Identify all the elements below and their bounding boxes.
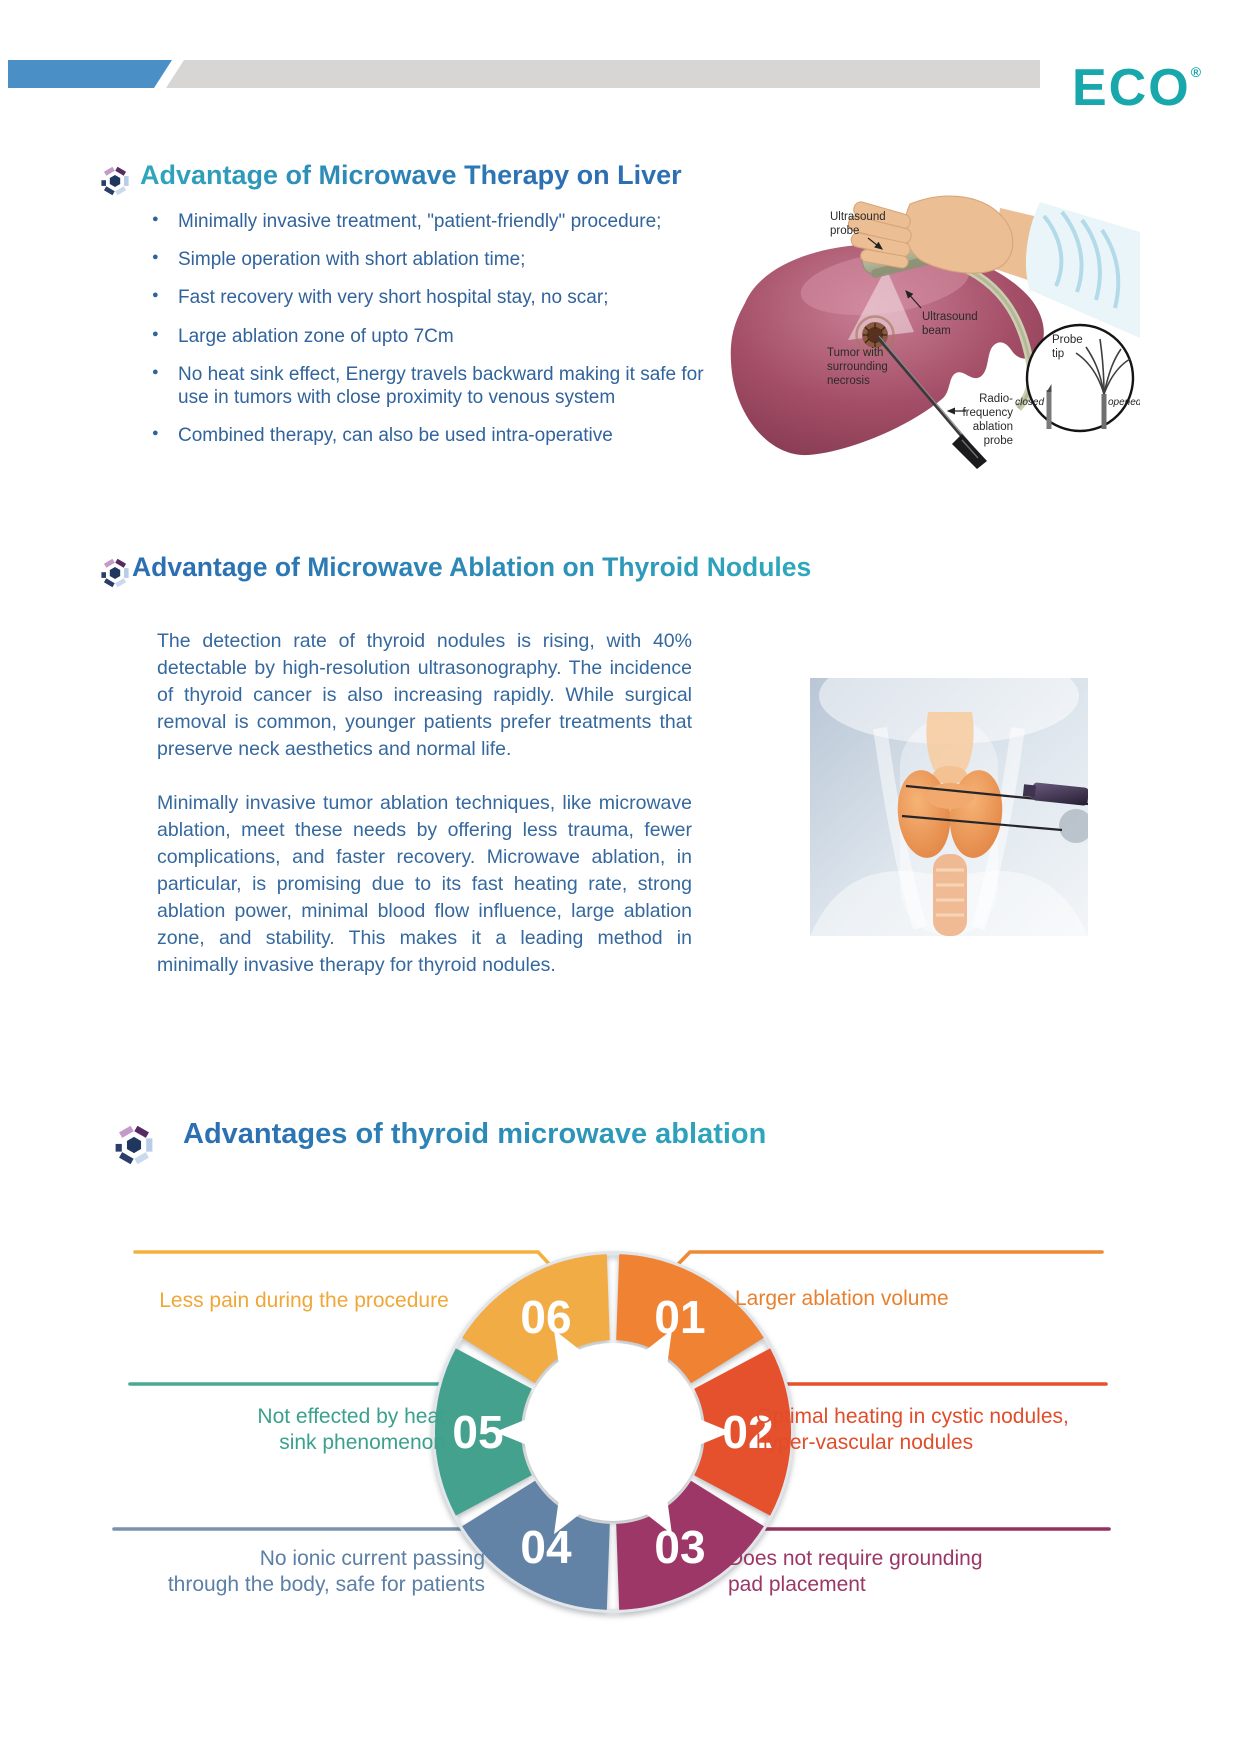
eco-logo: ECO® (1072, 44, 1212, 116)
liver-bullet-item: Simple operation with short ablation tim… (150, 248, 715, 271)
advantage-label-03: Does not require grounding pad placement (728, 1547, 983, 1596)
liver-bullet-item: No heat sink effect, Energy travels back… (150, 363, 718, 409)
advantage-label-04: No ionic current passing through the bod… (167, 1547, 485, 1596)
liver-bullet-item: Combined therapy, can also be used intra… (150, 424, 715, 447)
svg-text:beam: beam (922, 325, 951, 337)
header-stripes (8, 60, 1040, 88)
wedge-05 (434, 1348, 532, 1516)
ablation-needle (877, 335, 987, 469)
wheel-numbers: 01 02 03 04 05 06 (452, 1291, 773, 1573)
wheel-number-06: 06 (520, 1291, 571, 1343)
thyroid-paragraph-2: Minimally invasive tumor ablation techni… (157, 792, 692, 976)
eco-logo-text: ECO (1072, 59, 1191, 117)
advantage-label-05: Not effected by heat sink phenomenon (257, 1405, 445, 1454)
svg-text:frequency: frequency (962, 407, 1013, 419)
registered-trademark: ® (1190, 64, 1202, 80)
section-thyroid-icon (98, 556, 132, 590)
label-ultrasound-beam: Ultrasound (922, 311, 978, 323)
wheel-number-03: 03 (654, 1521, 705, 1573)
label-probe-tip: Probe (1052, 334, 1083, 346)
liver-illustration: Ultrasound probe Ultrasound beam Tumor w… (730, 195, 1140, 469)
liver-bullet-item: Minimally invasive treatment, "patient-f… (150, 210, 715, 233)
center-starburst (495, 1329, 731, 1535)
ultrasound-cable (940, 256, 1036, 411)
section-liver-title: Advantage of Microwave Therapy on Liver (140, 160, 682, 190)
svg-text:ablation: ablation (973, 421, 1013, 433)
wedge-03 (616, 1480, 764, 1610)
label-tumor: Tumor with (827, 347, 883, 359)
label-closed: closed (1015, 397, 1044, 408)
label-rf-probe: Radio- (979, 393, 1013, 405)
svg-text:probe: probe (830, 225, 859, 237)
header-stripe-blue (8, 60, 172, 88)
svg-text:surrounding: surrounding (827, 361, 888, 373)
probe-tip-inset: Probe tip closed opened (1015, 323, 1140, 433)
section-liver-icon (98, 164, 132, 198)
svg-text:probe: probe (984, 435, 1013, 447)
thyroid-illustration (810, 678, 1088, 936)
wedge-04 (462, 1480, 610, 1610)
wedge-01 (616, 1254, 764, 1384)
advantage-label-02: Optimal heating in cystic nodules, hyper… (756, 1405, 1069, 1454)
needle-handle (1022, 782, 1088, 806)
sleeve (1025, 202, 1140, 338)
section-advantages-title: Advantages of thyroid microwave ablation (183, 1118, 767, 1150)
wheel-number-04: 04 (520, 1521, 572, 1573)
wheel-number-02: 02 (722, 1406, 773, 1458)
wedge-06 (462, 1254, 610, 1384)
liver-bullet-list: Minimally invasive treatment, "patient-f… (150, 210, 715, 462)
ablation-needles (901, 782, 1088, 843)
section-thyroid-title: Advantage of Microwave Ablation on Thyro… (132, 552, 812, 582)
wheel-number-01: 01 (654, 1291, 705, 1343)
svg-text:tip: tip (1052, 348, 1064, 360)
wheel-number-05: 05 (452, 1406, 503, 1458)
header-stripe-gray (166, 60, 1040, 88)
liver-bullet-item: Large ablation zone of upto 7Cm (150, 325, 715, 348)
section-advantages-icon (111, 1122, 157, 1168)
wedge-02 (694, 1348, 792, 1516)
advantage-label-06: Less pain during the procedure (159, 1289, 449, 1312)
liver-figure-labels: Ultrasound probe Ultrasound beam Tumor w… (827, 211, 1013, 447)
advantages-wheel: 01 02 03 04 05 06 (112, 1250, 1111, 1613)
wheel: 01 02 03 04 05 06 (432, 1251, 794, 1613)
liver-bullet-item: Fast recovery with very short hospital s… (150, 286, 715, 309)
svg-text:necrosis: necrosis (827, 375, 870, 387)
probe-tines (1075, 338, 1131, 395)
label-opened: opened (1108, 397, 1140, 408)
label-ultrasound-probe: Ultrasound (830, 211, 886, 223)
ultrasound-beam-shape (848, 268, 914, 340)
advantage-label-01: Larger ablation volume (735, 1287, 949, 1310)
thyroid-paragraph-1: The detection rate of thyroid nodules is… (157, 630, 692, 760)
